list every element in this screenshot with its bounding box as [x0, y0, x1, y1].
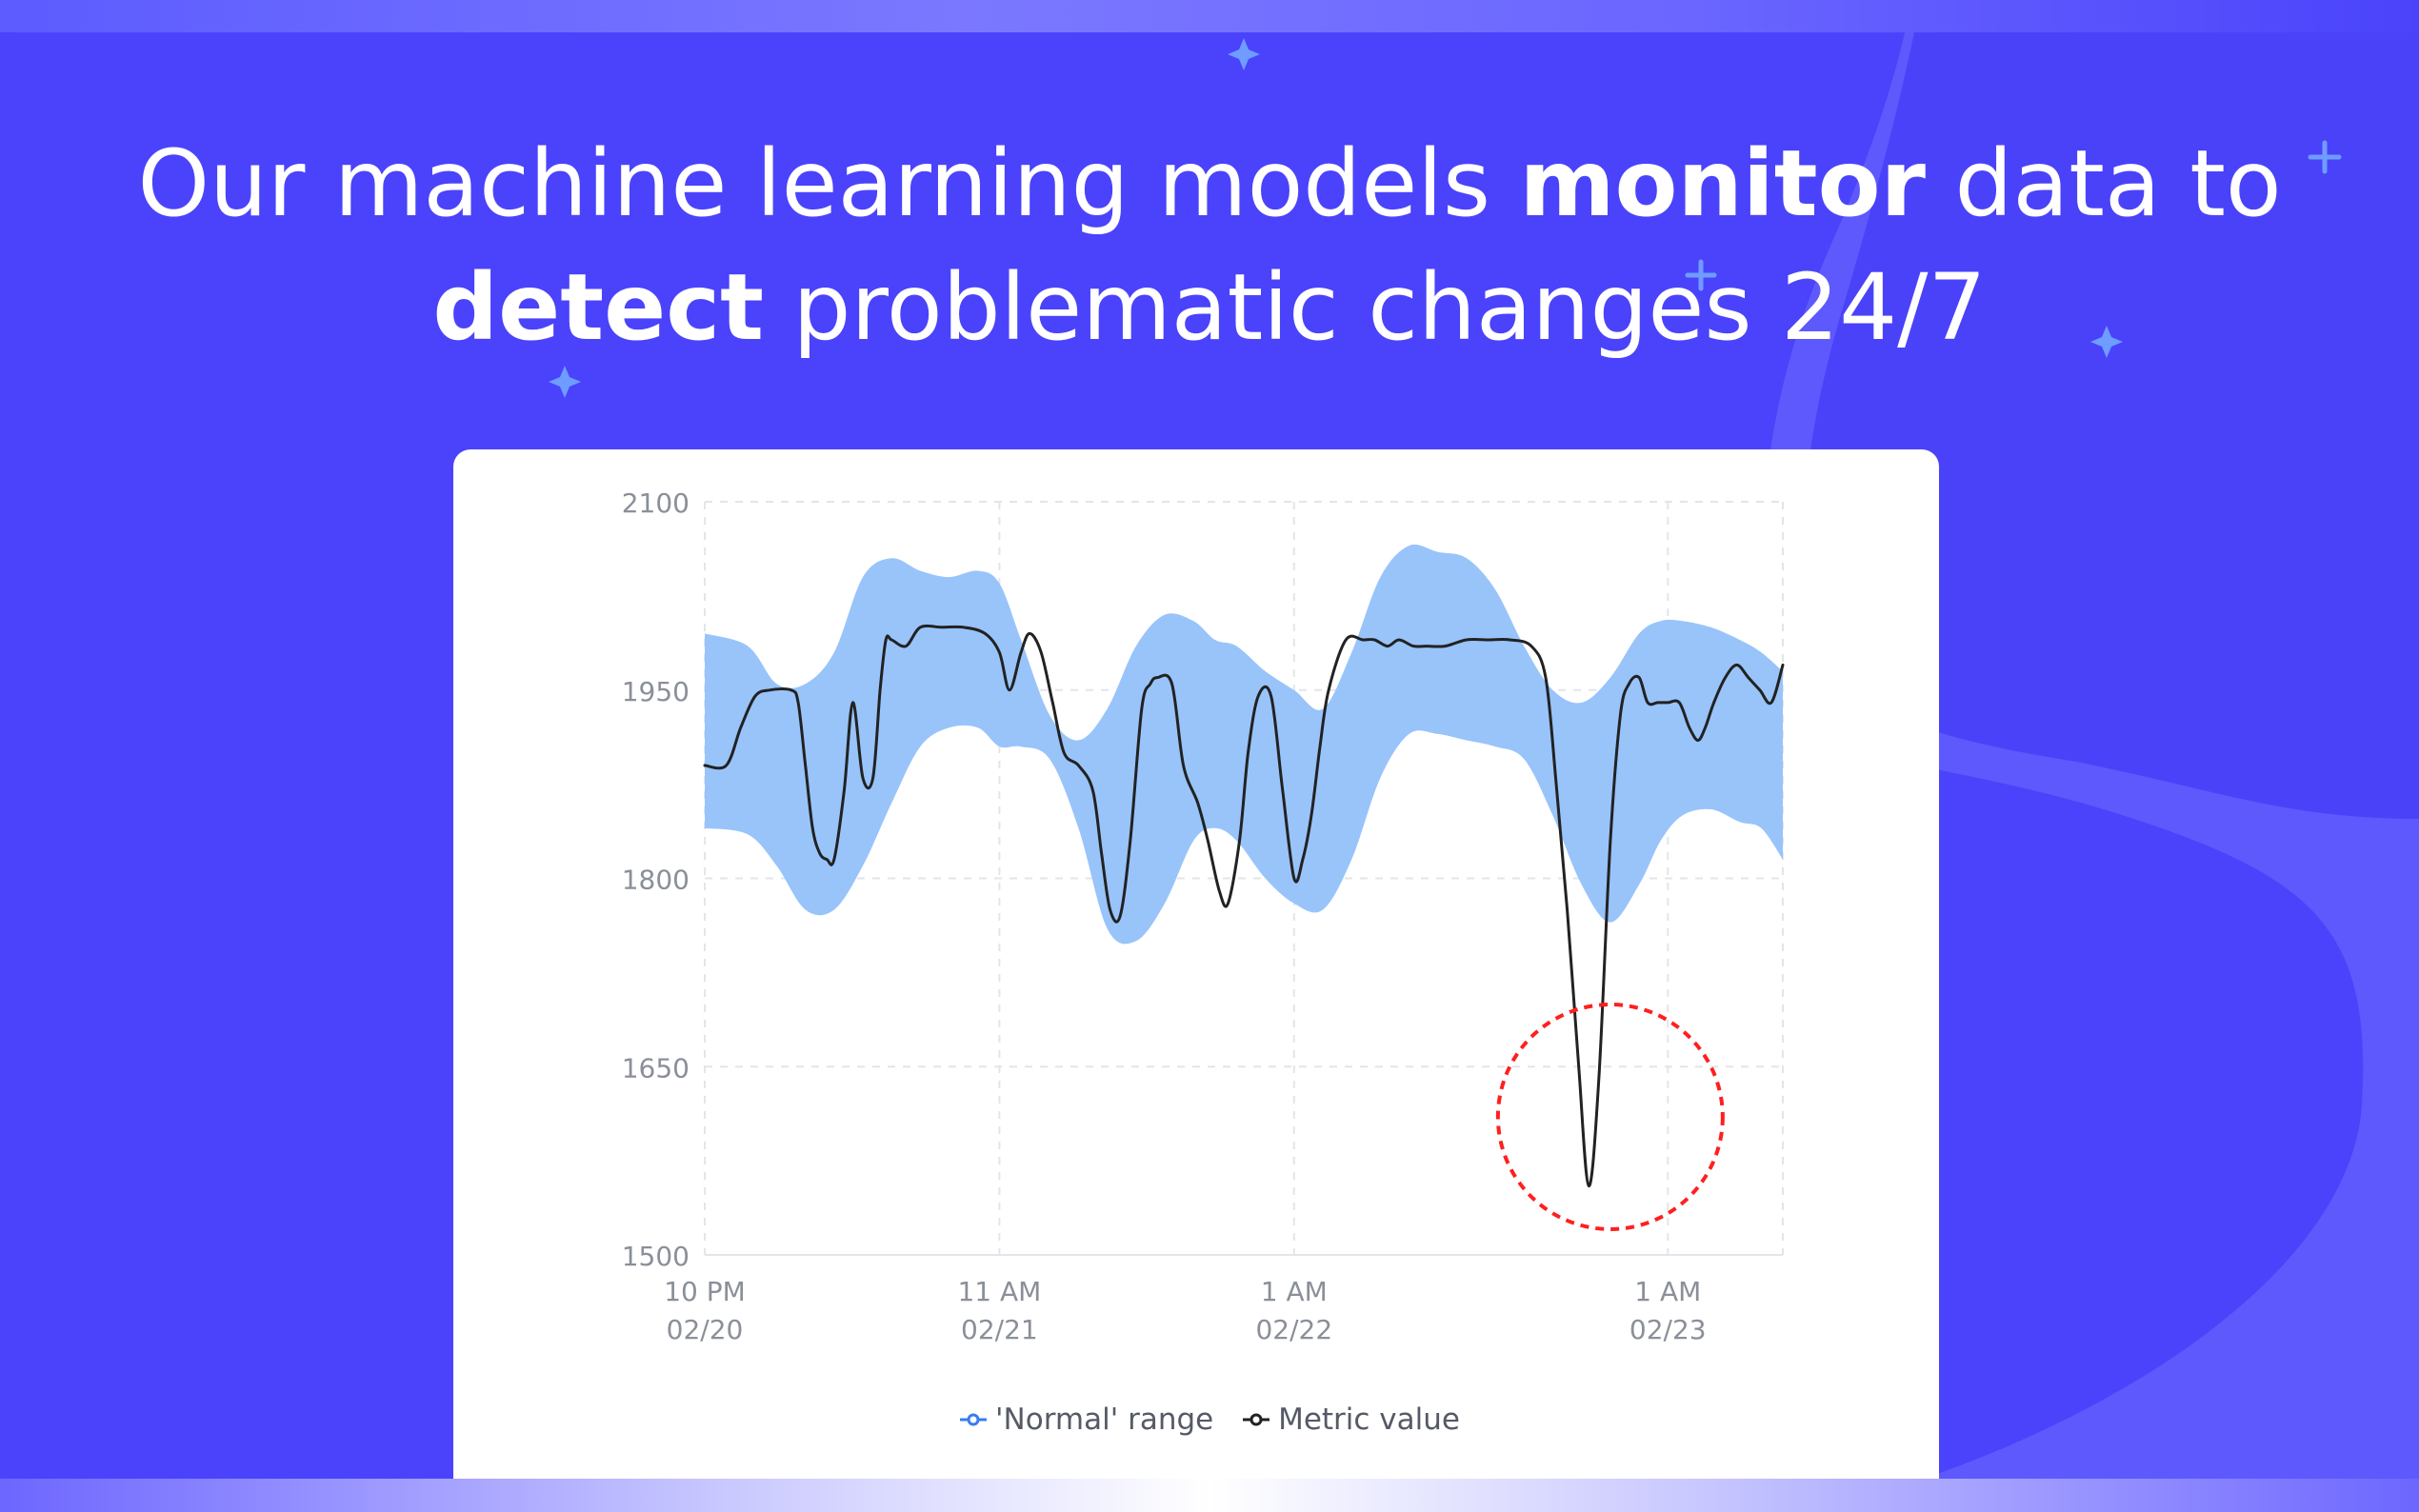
sparkle-icon — [549, 38, 2123, 398]
x-tick-date-label: 02/22 — [1255, 1314, 1332, 1345]
x-tick-date-label: 02/20 — [667, 1314, 744, 1345]
headline-monitor: monitor — [1519, 130, 1926, 237]
x-tick-label: 10 PM — [664, 1276, 746, 1307]
y-tick-label: 1500 — [622, 1241, 690, 1272]
legend-item-metric-value[interactable]: Metric value — [1242, 1403, 1460, 1437]
legend-metric-value-icon — [1243, 1413, 1270, 1426]
plus-icon — [1685, 140, 2342, 291]
legend-label-metric-value: Metric value — [1278, 1403, 1460, 1437]
metric-line-layer — [703, 624, 1785, 1188]
x-tick-date-label: 02/23 — [1629, 1314, 1707, 1345]
legend-item-normal-range[interactable]: 'Normal' range — [959, 1403, 1213, 1437]
headline-line1-pre: Our machine learning models — [137, 130, 1520, 237]
annotation-layer — [1495, 1002, 1725, 1231]
legend-normal-range-icon — [960, 1413, 988, 1426]
y-axis: 2100 1950 1800 1650 1500 — [622, 487, 690, 1272]
metric-value-line — [703, 624, 1785, 1188]
x-axis: 10 PM 02/20 11 AM 02/21 1 AM 02/22 1 AM 02/23 — [664, 1276, 1706, 1345]
legend-label-normal-range: 'Normal' range — [995, 1403, 1214, 1437]
normal-range-band — [705, 544, 1783, 945]
x-tick-label: 11 AM — [957, 1276, 1041, 1307]
y-tick-label: 1800 — [622, 865, 690, 896]
normal-range-layer — [705, 544, 1783, 945]
top-gradient-strip — [0, 0, 2419, 32]
x-tick-label: 1 AM — [1634, 1276, 1701, 1307]
x-tick-date-label: 02/21 — [961, 1314, 1038, 1345]
headline: Our machine learning models monitor data… — [0, 122, 2419, 369]
y-tick-label: 1950 — [622, 676, 690, 707]
headline-detect: detect — [432, 254, 765, 361]
headline-line1-post: data to — [1925, 130, 2282, 237]
x-tick-label: 1 AM — [1261, 1276, 1328, 1307]
y-tick-label: 1650 — [622, 1052, 690, 1084]
bottom-gradient-strip — [0, 1479, 2419, 1512]
anomaly-circle — [1495, 1002, 1725, 1231]
y-tick-label: 2100 — [622, 487, 690, 519]
headline-line2-post: problematic changes 24/7 — [764, 254, 1987, 361]
background-blob-right-deep — [1804, 32, 2419, 819]
chart-legend: 'Normal' range Metric value — [0, 1400, 2419, 1437]
